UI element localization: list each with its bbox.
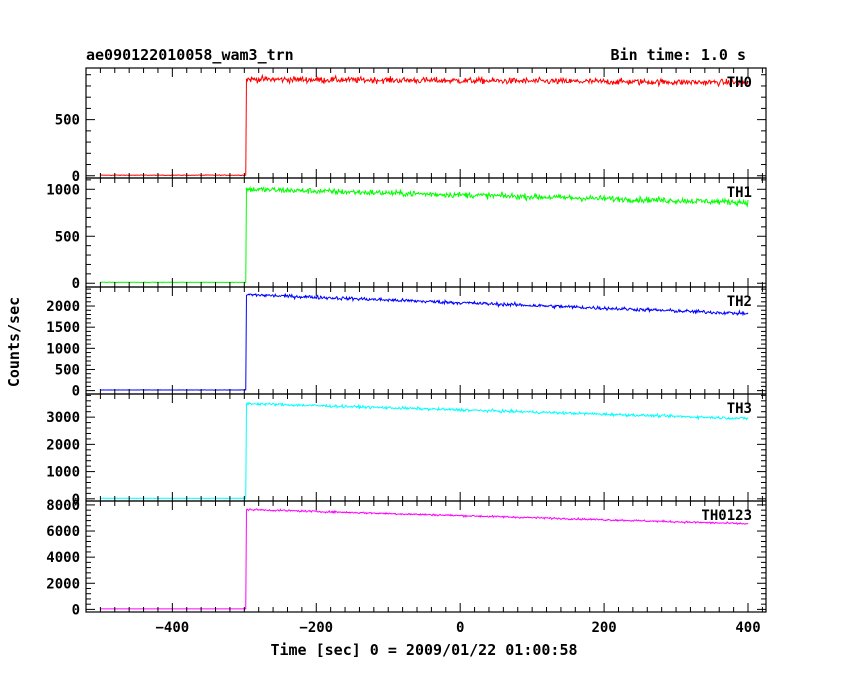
x-tick-label: −400: [155, 620, 189, 636]
panel-label-th3: TH3: [727, 401, 752, 417]
x-axis-label: Time [sec] 0 = 2009/01/22 01:00:58: [270, 641, 577, 659]
x-tick-label: 200: [591, 620, 616, 636]
y-tick-label: 6000: [46, 524, 80, 540]
panel-frame-th0: [85, 67, 767, 179]
y-tick-label: 500: [55, 229, 80, 245]
y-tick-label: 0: [72, 276, 80, 292]
panel-label-th0123: TH0123: [701, 508, 752, 524]
y-tick-label: 1500: [46, 320, 80, 336]
y-tick-label: 0: [72, 492, 80, 508]
y-tick-label: 500: [55, 113, 80, 129]
x-tick-label: −200: [299, 620, 333, 636]
y-tick-label: 1000: [46, 182, 80, 198]
x-tick-label: 0: [456, 620, 464, 636]
series-line-th0123: [100, 508, 749, 610]
x-tick-label: 400: [735, 620, 760, 636]
y-tick-label: 1000: [46, 465, 80, 481]
panel-frame-th3: [85, 393, 767, 502]
y-tick-label: 0: [72, 384, 80, 400]
y-tick-label: 8000: [46, 498, 80, 514]
y-tick-label: 0: [72, 602, 80, 618]
y-tick-label: 2000: [46, 299, 80, 315]
bin-time-label: Bin time: 1.0 s: [611, 46, 746, 64]
panel-label-th2: TH2: [727, 294, 752, 310]
panel-frame-th0123: [85, 500, 767, 613]
y-tick-label: 500: [55, 362, 80, 378]
panel-label-th0: TH0: [727, 75, 752, 91]
y-tick-label: 1000: [46, 341, 80, 357]
series-line-th0: [100, 73, 749, 177]
series-line-th1: [100, 185, 749, 284]
y-tick-label: 2000: [46, 437, 80, 453]
y-tick-label: 0: [72, 169, 80, 185]
series-line-th2: [100, 292, 749, 391]
chart-title: ae090122010058_wam3_trn: [86, 46, 294, 64]
y-axis-label: Counts/sec: [5, 297, 23, 387]
y-tick-label: 2000: [46, 576, 80, 592]
series-line-th3: [100, 401, 749, 499]
panel-label-th1: TH1: [727, 185, 752, 201]
y-tick-label: 4000: [46, 550, 80, 566]
y-tick-label: 3000: [46, 410, 80, 426]
